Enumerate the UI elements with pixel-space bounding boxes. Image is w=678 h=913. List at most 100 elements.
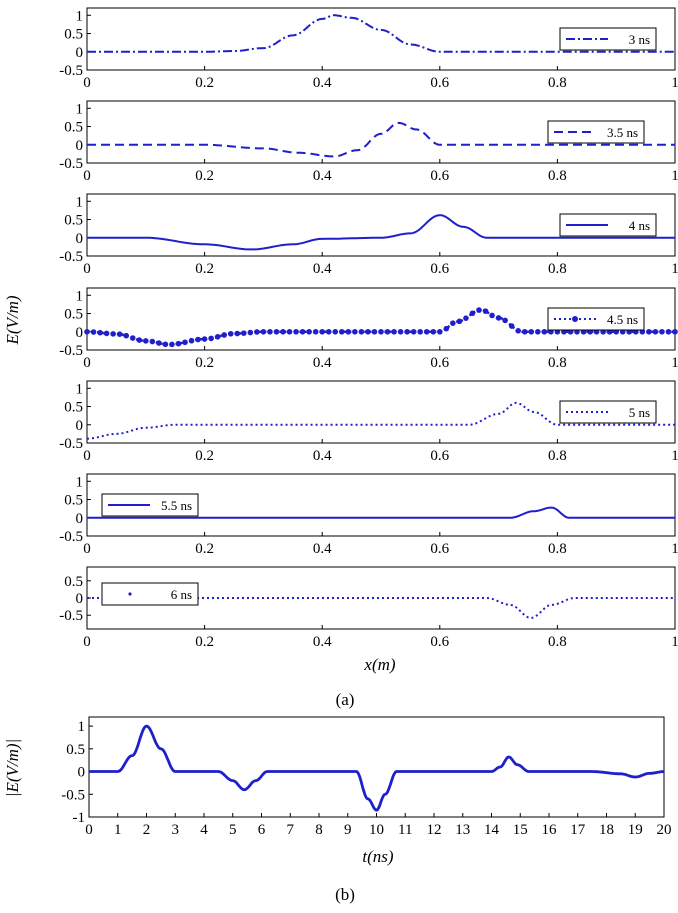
series-point <box>417 328 424 335</box>
subplot-4-xtick-label: 0.4 <box>313 355 332 371</box>
subplot-2-frame <box>86 100 676 164</box>
series-point <box>299 328 306 335</box>
subplot-7-xtick-label: 0.2 <box>195 634 214 650</box>
subplot-6-xtick-label: 0.8 <box>548 541 567 557</box>
series-point <box>358 328 365 335</box>
subplot-6-xtick-label: 0.2 <box>195 541 214 557</box>
subplot-2-ytick-label: 0 <box>76 138 84 154</box>
series-point <box>97 329 103 336</box>
series-point <box>227 330 234 337</box>
subplot-1-ytick-label: 0.5 <box>64 27 83 43</box>
legend-box <box>547 120 645 144</box>
legend-label: 3 ns <box>629 32 650 47</box>
series-point <box>234 330 241 337</box>
legend-box <box>101 582 199 606</box>
panel-b-xtick-label: 9 <box>344 822 352 838</box>
subplot-3-frame <box>86 193 676 257</box>
subplot-4-xtick-label: 0.6 <box>430 355 449 371</box>
series-point <box>528 328 535 335</box>
subplot-1-xtick-label: 0 <box>83 75 91 91</box>
panel-a: 0 0.2 0.4 0.6 0.8 110.50-0.53 ns0 0.2 0.4 0.6 0.8… <box>59 7 678 650</box>
series-point <box>332 328 339 335</box>
subplot-7-xtick-label: 0.8 <box>548 634 567 650</box>
legend-swatch <box>128 592 132 596</box>
series-point <box>384 328 391 335</box>
panel-b: 0 1 2 3 4 5 6 7 8 9 10 11 12 13 14 15 16 17 18 19 2010.50-0.… <box>61 716 672 838</box>
series-point <box>469 310 476 317</box>
series-point <box>169 341 175 348</box>
subplot-3-ns: 0 0.2 0.4 0.6 0.8 110.50-0.53 ns <box>59 7 678 91</box>
series-point <box>378 328 384 335</box>
series-line-2 <box>87 121 675 158</box>
legend-5: 5 ns <box>559 400 657 424</box>
subplot-5-5-ns: 0 0.2 0.4 0.6 0.8 110.50-0.55.5 ns <box>59 473 678 557</box>
series-point <box>273 328 280 335</box>
subplot-5-xtick-label: 0.2 <box>195 448 214 464</box>
subplot-3-xtick-label: 1 <box>671 261 678 277</box>
panel-b-xtick-label: 8 <box>315 822 323 838</box>
legend-label: 6 ns <box>171 587 192 602</box>
subplot-3-xtick-label: 0 <box>83 261 91 277</box>
series-point <box>450 320 456 326</box>
subplot-1-xtick-label: 0.6 <box>430 75 449 91</box>
subplot-1-xtick-label: 0.4 <box>313 75 332 91</box>
subplot-2-xtick-label: 0.4 <box>313 168 332 184</box>
series-point <box>110 331 116 337</box>
subplot-7-xtick-label: 1 <box>671 634 678 650</box>
series-point <box>156 340 162 346</box>
series-point <box>325 328 332 335</box>
subplot-7-ytick-label: 0.5 <box>64 574 83 590</box>
panel-b-xtick-label: 1 <box>114 822 122 838</box>
series-point <box>423 328 430 335</box>
legend-2: 3.5 ns <box>547 120 645 144</box>
legend-label: 5 ns <box>629 405 650 420</box>
subplot-2-xtick-label: 0.6 <box>430 168 449 184</box>
subplot-1-ytick-label: -0.5 <box>59 63 83 79</box>
subplot-6-xtick-label: 0.4 <box>313 541 332 557</box>
series-point <box>182 339 188 346</box>
series-point <box>443 325 450 332</box>
series-point <box>339 328 345 335</box>
series-point <box>195 336 201 343</box>
series-point <box>286 328 293 335</box>
series-point <box>254 329 260 335</box>
series-point <box>456 318 463 325</box>
subplot-5-xtick-label: 0 <box>83 448 91 464</box>
subplot-4-5-ns: 0 0.2 0.4 0.6 0.8 110.50-0.54.5 ns <box>59 287 678 371</box>
series-point <box>319 328 326 335</box>
series-point <box>476 307 482 313</box>
panel-b-ytick-label: -1 <box>73 810 86 826</box>
series-point <box>260 328 267 335</box>
legend-marker <box>572 316 578 322</box>
series-point <box>463 315 469 321</box>
series-point <box>214 333 221 340</box>
subplot-3-ytick-label: -0.5 <box>59 249 83 265</box>
series-point <box>541 328 548 335</box>
subplot-5-xtick-label: 0.8 <box>548 448 567 464</box>
subplot-1-xtick-label: 0.8 <box>548 75 567 91</box>
subplot-5-ytick-label: 0.5 <box>64 400 83 416</box>
legend-4: 4.5 ns <box>547 307 645 331</box>
panel-b-xtick-label: 16 <box>542 822 558 838</box>
series-point <box>652 328 659 335</box>
series-point <box>404 328 410 335</box>
subplot-4-xtick-label: 0.2 <box>195 355 214 371</box>
series-point <box>221 332 227 338</box>
subplot-3-ytick-label: 0.5 <box>64 213 83 229</box>
series-point <box>489 312 495 319</box>
subplot-6-xtick-label: 1 <box>671 541 678 557</box>
panel-b-xtick-label: 18 <box>599 822 614 838</box>
subplot-7-ytick-label: -0.5 <box>59 608 83 624</box>
panel-b-frame <box>88 716 665 818</box>
series-point <box>175 340 182 347</box>
series-point <box>521 328 528 335</box>
panel-b-xtick-label: 7 <box>287 822 295 838</box>
panel-a-xlabel: x(m) <box>363 655 395 674</box>
subplot-4-ytick-label: 0 <box>76 325 84 341</box>
series-point <box>352 328 358 335</box>
subplot-1-ytick-label: 0 <box>76 45 84 61</box>
subplot-6-ns: 0 0.2 0.4 0.6 0.8 10.50-0.56 ns <box>59 566 678 650</box>
subplot-6-ytick-label: 1 <box>76 474 84 490</box>
panel-b-xtick-label: 2 <box>143 822 151 838</box>
